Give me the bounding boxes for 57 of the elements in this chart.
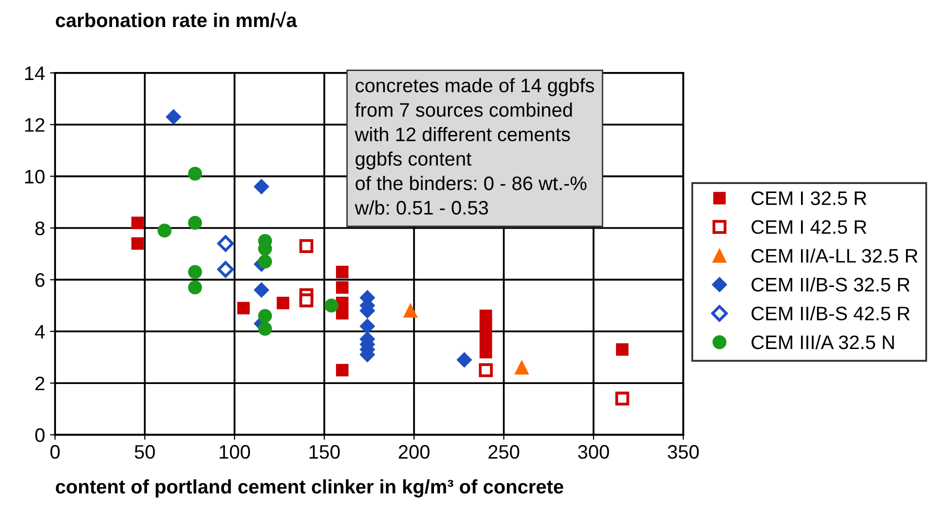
x-axis-title: content of portland cement clinker in kg/m³ of concrete bbox=[56, 479, 564, 498]
x-tick-label: 100 bbox=[220, 445, 250, 459]
point bbox=[258, 308, 272, 323]
x-tick-label: 200 bbox=[398, 445, 430, 459]
point bbox=[615, 392, 630, 406]
legend-label: CEM II/B-S 32.5 R bbox=[752, 277, 910, 292]
legend-label: CEM II/B-S 42.5 R bbox=[752, 306, 910, 320]
point bbox=[336, 364, 348, 376]
x-tick-label: 0 bbox=[50, 445, 60, 459]
legend-label: CEM I 42.5 R bbox=[752, 220, 866, 234]
point bbox=[166, 109, 182, 124]
point bbox=[336, 266, 348, 278]
point bbox=[158, 224, 172, 238]
y-tick-label: 14 bbox=[25, 66, 45, 80]
point bbox=[188, 166, 202, 181]
y-tick-label: 0 bbox=[35, 428, 45, 442]
x-tick-label: 150 bbox=[310, 445, 340, 459]
point bbox=[217, 235, 234, 252]
y-tick-label: 10 bbox=[25, 170, 45, 184]
y-tick-label: 6 bbox=[35, 273, 44, 287]
point bbox=[188, 264, 202, 279]
x-tick-label: 50 bbox=[134, 445, 155, 459]
point bbox=[276, 296, 290, 310]
x-tick-label: 250 bbox=[488, 445, 520, 459]
point bbox=[336, 307, 348, 320]
point bbox=[404, 304, 418, 318]
y-tick-label: 12 bbox=[25, 118, 44, 132]
point bbox=[237, 302, 250, 314]
point bbox=[254, 179, 270, 194]
legend-label: CEM II/A-LL 32.5 R bbox=[752, 248, 918, 263]
point bbox=[324, 298, 338, 312]
point bbox=[188, 280, 202, 294]
y-tick-label: 2 bbox=[35, 376, 44, 390]
point bbox=[299, 293, 314, 308]
point bbox=[456, 352, 472, 368]
point bbox=[299, 239, 314, 254]
y-axis-title: carbonation rate in mm/√a bbox=[56, 12, 298, 28]
y-tick-label: 8 bbox=[35, 221, 44, 236]
point bbox=[258, 254, 272, 269]
point bbox=[188, 216, 202, 230]
x-tick-label: 300 bbox=[578, 445, 609, 459]
point bbox=[480, 346, 492, 358]
point bbox=[131, 237, 144, 250]
point bbox=[131, 216, 144, 230]
y-tick-label: 4 bbox=[34, 325, 45, 338]
point bbox=[478, 363, 493, 378]
point bbox=[616, 343, 628, 356]
legend-label: CEM I 32.5 R bbox=[752, 191, 866, 206]
annotation: concretes made of 14 ggbfs from 7 sources combined with 12 different cements ggbfs content of the binders: 0 - 86 wt.-% w/b: 0.51 - 0.53 bbox=[354, 78, 594, 215]
point bbox=[360, 318, 375, 334]
point bbox=[514, 360, 529, 375]
legend-label: CEM III/A 32.5 N bbox=[752, 334, 894, 350]
point bbox=[217, 261, 234, 278]
point bbox=[254, 282, 270, 298]
point bbox=[258, 322, 272, 336]
point bbox=[336, 281, 348, 294]
x-tick-label: 350 bbox=[668, 445, 699, 459]
